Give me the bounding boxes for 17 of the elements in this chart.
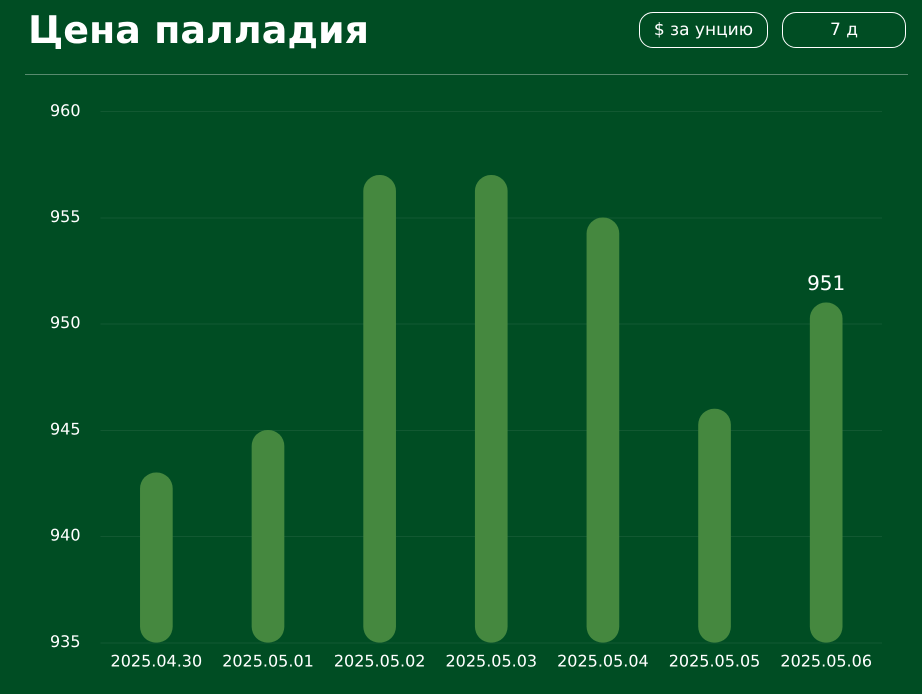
y-tick-label: 945 <box>50 419 81 438</box>
selector-button: $ за унцию <box>638 12 768 48</box>
x-tick-label: 2025.05.03 <box>445 652 538 671</box>
y-tick-label: 955 <box>50 206 81 226</box>
selector-button: 7 д <box>782 12 906 48</box>
data-label: 951 <box>807 271 846 296</box>
chart-title: Цена палладия <box>28 8 370 52</box>
x-tick-label: 2025.05.01 <box>222 652 314 671</box>
x-tick-label: 2025.05.05 <box>668 652 760 671</box>
x-tick-label: 2025.05.04 <box>557 652 649 671</box>
y-tick-label: 960 <box>50 100 81 120</box>
x-tick-label: 2025.05.06 <box>780 652 872 671</box>
x-tick-label: 2025.05.02 <box>334 652 426 671</box>
y-tick-label: 950 <box>50 313 81 332</box>
y-tick-label: 935 <box>50 632 81 651</box>
y-tick-label: 940 <box>50 526 81 545</box>
x-tick-label: 2025.04.30 <box>110 652 202 671</box>
